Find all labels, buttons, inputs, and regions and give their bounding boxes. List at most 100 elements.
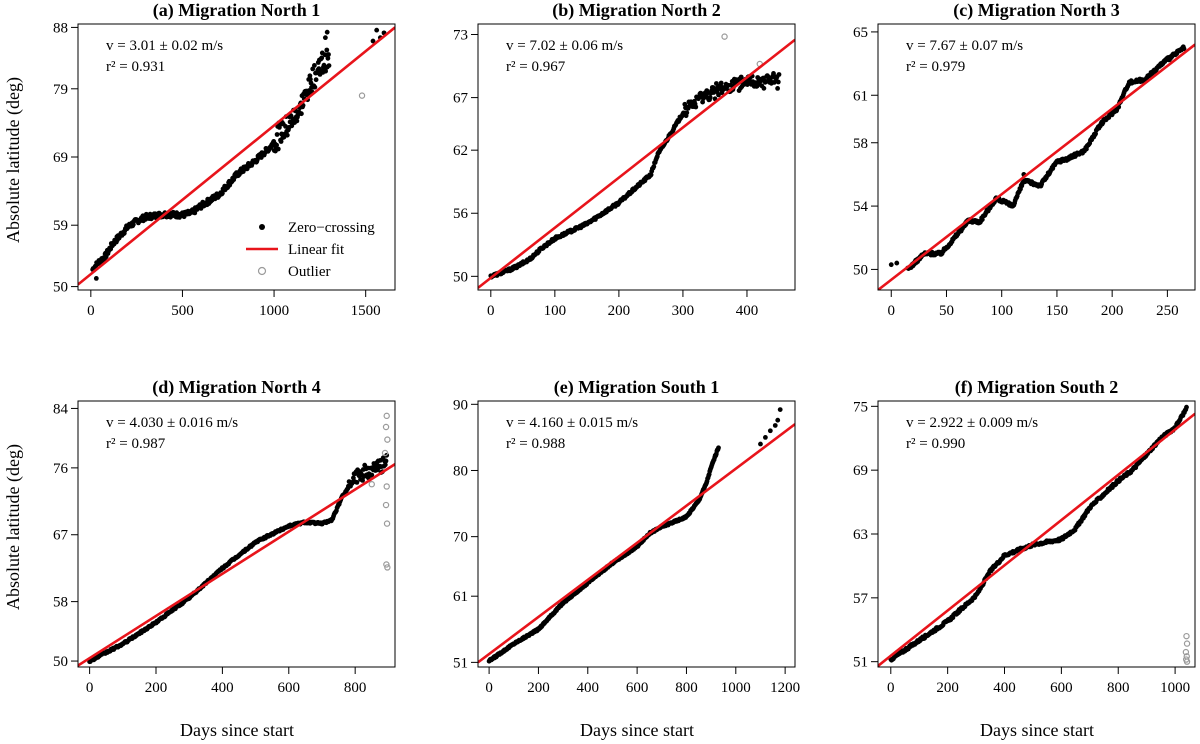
x-tick-label: 300 — [672, 303, 695, 319]
velocity-annotation: v = 2.922 ± 0.009 m/s — [906, 415, 1038, 431]
velocity-annotation: v = 7.67 ± 0.07 m/s — [906, 38, 1023, 54]
x-tick-label: 200 — [527, 680, 550, 696]
y-axis-label-bottom: Absolute latitude (deg) — [3, 444, 24, 610]
y-tick-label: 51 — [853, 655, 868, 671]
outlier-point — [721, 33, 728, 40]
x-tick-label: 100 — [544, 303, 567, 319]
y-tick-label: 70 — [453, 530, 468, 546]
legend-zero-crossing-label: Zero−crossing — [288, 220, 375, 236]
velocity-annotation: v = 7.02 ± 0.06 m/s — [506, 38, 623, 54]
data-point — [684, 110, 690, 116]
data-point — [888, 262, 894, 268]
x-tick-label: 1000 — [1160, 680, 1190, 696]
outlier-point — [381, 449, 389, 457]
x-tick-label: 800 — [344, 680, 367, 696]
data-point — [370, 38, 376, 44]
x-tick-label: 800 — [1107, 680, 1130, 696]
y-tick-label: 62 — [453, 143, 468, 159]
data-point — [324, 29, 330, 35]
y-tick-label: 50 — [853, 262, 868, 278]
x-tick-label: 150 — [1046, 303, 1069, 319]
outlier-point — [383, 561, 390, 568]
data-point — [369, 472, 375, 478]
x-tick-label: 800 — [675, 680, 698, 696]
x-tick-label: 600 — [626, 680, 649, 696]
data-point — [322, 35, 328, 41]
plot-frame — [877, 23, 1196, 291]
y-tick-label: 69 — [853, 463, 868, 479]
legend-linear-fit-label: Linear fit — [288, 242, 345, 258]
y-tick-label: 75 — [853, 399, 868, 415]
data-point — [324, 47, 330, 53]
x-axis-label-middle: Days since start — [580, 720, 694, 740]
data-point — [274, 132, 280, 137]
y-tick-label: 61 — [453, 589, 468, 605]
panel-title: (e) Migration South 1 — [554, 377, 720, 398]
y-tick-label: 63 — [853, 527, 868, 543]
y-tick-label: 73 — [453, 28, 468, 44]
y-tick-label: 58 — [53, 595, 68, 611]
fit-line — [78, 26, 395, 286]
panel-title: (c) Migration North 3 — [953, 0, 1119, 21]
data-point — [374, 27, 380, 33]
plot-area — [478, 407, 795, 664]
data-point — [894, 260, 900, 266]
y-tick-label: 65 — [853, 25, 868, 41]
plot-frame — [477, 23, 796, 291]
data-point — [326, 52, 331, 57]
fit-line — [478, 423, 795, 664]
y-tick-label: 59 — [53, 218, 68, 234]
y-tick-label: 84 — [53, 401, 69, 417]
outlier-point — [358, 92, 366, 99]
fit-line — [78, 463, 395, 667]
legend-zero-crossing-marker — [259, 224, 265, 230]
outlier-point — [383, 483, 390, 490]
x-tick-label: 200 — [936, 680, 959, 696]
data-point — [648, 172, 654, 178]
outlier-point — [382, 423, 390, 431]
x-tick-label: 200 — [608, 303, 631, 319]
panel-title: (d) Migration North 4 — [152, 377, 320, 398]
y-tick-label: 80 — [453, 463, 468, 479]
panel-1: 0 500 1000 1500 50 59 69 79 88 (a) Migration Nort… — [53, 0, 396, 319]
plot-area — [78, 26, 395, 286]
outlier-point — [383, 412, 390, 420]
outlier-point — [384, 564, 391, 571]
x-tick-label: 0 — [485, 680, 493, 696]
data-point — [745, 82, 750, 87]
outlier-point — [1183, 658, 1191, 665]
legend: Zero−crossing Linear fit Outlier — [246, 220, 375, 280]
plot-frame — [477, 400, 796, 668]
y-tick-label: 69 — [53, 150, 68, 166]
data-point — [767, 428, 773, 434]
plot-area — [878, 404, 1195, 667]
outlier-point — [1183, 640, 1191, 647]
y-tick-label: 51 — [453, 655, 468, 671]
data-point — [718, 80, 724, 86]
fit-line — [478, 38, 795, 289]
x-tick-label: 50 — [939, 303, 954, 319]
x-tick-label: 200 — [1101, 303, 1124, 319]
y-tick-label: 50 — [53, 654, 68, 670]
x-tick-label: 600 — [1050, 680, 1073, 696]
fit-line — [878, 43, 1195, 290]
outlier-point — [384, 436, 391, 443]
x-tick-label: 1200 — [770, 680, 800, 696]
fit-line — [878, 412, 1195, 667]
data-point — [323, 68, 328, 74]
data-point — [772, 423, 778, 428]
data-point — [275, 146, 281, 152]
data-point — [383, 458, 389, 464]
velocity-annotation: v = 4.030 ± 0.016 m/s — [106, 415, 238, 431]
y-tick-label: 50 — [453, 269, 468, 285]
velocity-annotation: v = 4.160 ± 0.015 m/s — [506, 415, 638, 431]
data-point — [307, 73, 313, 79]
outlier-point — [1182, 648, 1190, 656]
x-tick-label: 400 — [211, 680, 234, 696]
data-point — [319, 55, 325, 61]
x-tick-label: 100 — [990, 303, 1013, 319]
x-axis-label-left: Days since start — [180, 720, 294, 740]
x-tick-label: 1000 — [721, 680, 751, 696]
panel-6: 0 200 400 600 800 1000 51 57 63 69 75 (f) Migration… — [853, 377, 1196, 696]
